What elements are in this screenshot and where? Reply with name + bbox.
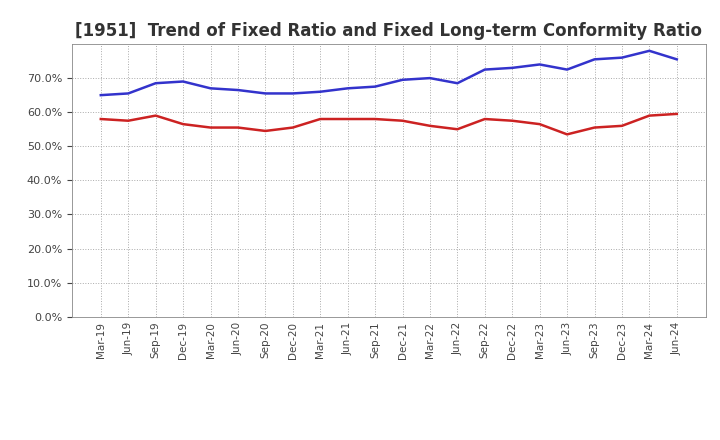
Line: Fixed Long-term Conformity Ratio: Fixed Long-term Conformity Ratio [101, 114, 677, 134]
Fixed Long-term Conformity Ratio [508, 118, 516, 123]
Fixed Ratio [289, 91, 297, 96]
Fixed Long-term Conformity Ratio [261, 128, 270, 134]
Fixed Long-term Conformity Ratio [206, 125, 215, 130]
Fixed Ratio [563, 67, 572, 72]
Fixed Long-term Conformity Ratio [453, 127, 462, 132]
Fixed Ratio [480, 67, 489, 72]
Fixed Long-term Conformity Ratio [96, 116, 105, 121]
Fixed Ratio [371, 84, 379, 89]
Fixed Ratio [508, 65, 516, 70]
Fixed Long-term Conformity Ratio [563, 132, 572, 137]
Fixed Long-term Conformity Ratio [480, 116, 489, 121]
Fixed Ratio [316, 89, 325, 94]
Fixed Ratio [96, 92, 105, 98]
Fixed Long-term Conformity Ratio [398, 118, 407, 123]
Fixed Ratio [261, 91, 270, 96]
Fixed Ratio [672, 57, 681, 62]
Fixed Long-term Conformity Ratio [645, 113, 654, 118]
Fixed Long-term Conformity Ratio [343, 116, 352, 121]
Fixed Long-term Conformity Ratio [618, 123, 626, 128]
Fixed Ratio [206, 86, 215, 91]
Fixed Ratio [398, 77, 407, 82]
Fixed Long-term Conformity Ratio [316, 116, 325, 121]
Fixed Long-term Conformity Ratio [590, 125, 599, 130]
Fixed Ratio [590, 57, 599, 62]
Fixed Ratio [645, 48, 654, 53]
Fixed Long-term Conformity Ratio [179, 121, 187, 127]
Line: Fixed Ratio: Fixed Ratio [101, 51, 677, 95]
Title: [1951]  Trend of Fixed Ratio and Fixed Long-term Conformity Ratio: [1951] Trend of Fixed Ratio and Fixed Lo… [76, 22, 702, 40]
Fixed Long-term Conformity Ratio [672, 111, 681, 117]
Fixed Ratio [453, 81, 462, 86]
Fixed Long-term Conformity Ratio [124, 118, 132, 123]
Fixed Long-term Conformity Ratio [426, 123, 434, 128]
Fixed Ratio [233, 88, 242, 93]
Fixed Long-term Conformity Ratio [536, 121, 544, 127]
Fixed Long-term Conformity Ratio [289, 125, 297, 130]
Fixed Ratio [536, 62, 544, 67]
Fixed Long-term Conformity Ratio [371, 116, 379, 121]
Fixed Long-term Conformity Ratio [151, 113, 160, 118]
Fixed Long-term Conformity Ratio [233, 125, 242, 130]
Fixed Ratio [343, 86, 352, 91]
Fixed Ratio [151, 81, 160, 86]
Fixed Ratio [124, 91, 132, 96]
Fixed Ratio [426, 76, 434, 81]
Fixed Ratio [618, 55, 626, 60]
Fixed Ratio [179, 79, 187, 84]
